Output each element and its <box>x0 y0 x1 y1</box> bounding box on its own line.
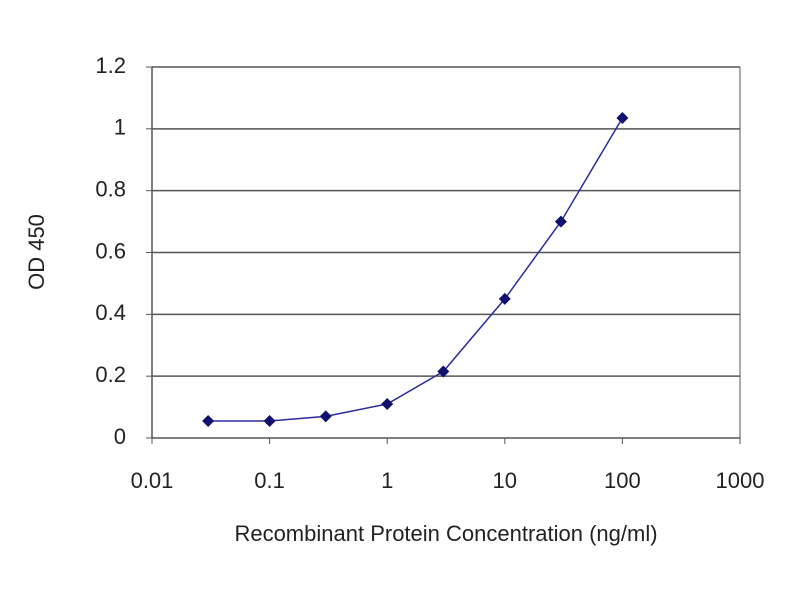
series-line <box>208 117 624 422</box>
marker <box>616 112 629 125</box>
y-tick-label: 0.4 <box>95 300 126 325</box>
marker <box>263 414 276 427</box>
x-tick-label: 0.01 <box>131 468 174 493</box>
y-tick-label: 0.6 <box>95 238 126 263</box>
marker <box>554 215 567 228</box>
x-tick-label: 1000 <box>716 468 765 493</box>
y-tick-label: 1.2 <box>95 53 126 78</box>
y-tick-label: 0 <box>114 424 126 449</box>
x-axis-label: Recombinant Protein Concentration (ng/ml… <box>234 521 657 546</box>
marker <box>498 292 511 305</box>
marker <box>437 365 450 378</box>
x-tick-label: 10 <box>493 468 517 493</box>
y-tick-label: 1 <box>114 115 126 140</box>
y-axis-label: OD 450 <box>24 214 49 290</box>
y-tick-label: 0.8 <box>95 176 126 201</box>
marker <box>381 397 394 410</box>
x-tick-label: 1 <box>381 468 393 493</box>
x-tick-label: 0.1 <box>254 468 285 493</box>
x-tick-label: 100 <box>604 468 641 493</box>
marker <box>202 414 215 427</box>
marker <box>319 410 332 423</box>
y-tick-label: 0.2 <box>95 362 126 387</box>
